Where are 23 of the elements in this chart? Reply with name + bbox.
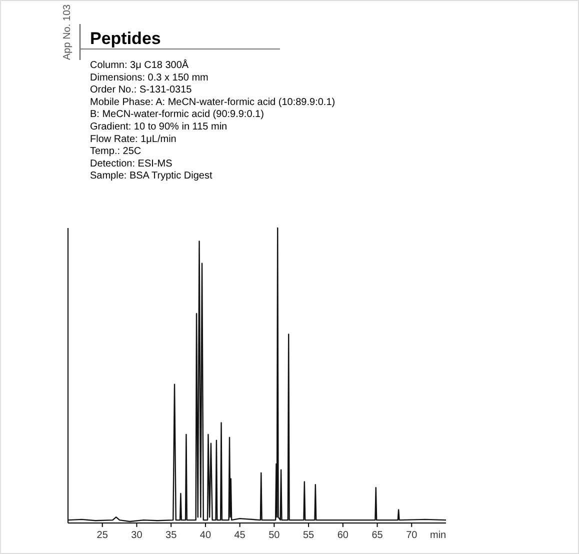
x-tick-label: 50 (268, 530, 280, 541)
x-tick-label: 25 (96, 530, 108, 541)
x-tick-label: 65 (372, 530, 384, 541)
text: Sample: BSA Tryptic Digest (90, 170, 212, 182)
text: Detection: ESI-MS (90, 158, 173, 170)
x-tick-label: 60 (337, 530, 349, 541)
text: Column: 3μ C18 300Å (90, 59, 189, 71)
text: Temp.: 25C (90, 146, 142, 158)
x-tick-label: 35 (166, 530, 178, 541)
text: Dimensions: 0.3 x 150 mm (90, 72, 208, 84)
chart-subtitle: App No. 103 (62, 4, 73, 60)
x-tick-label: 55 (302, 530, 315, 541)
text: Mobile Phase: A: MeCN-water-formic acid (10:89.9:0.1) (90, 96, 336, 108)
x-tick-label: 30 (131, 530, 143, 541)
x-tick-label: 45 (234, 530, 246, 541)
text: Order No.: S-131-0315 (90, 84, 192, 96)
text: Gradient: 10 to 90% in 115 min (90, 122, 228, 132)
x-tick-label: 70 (406, 530, 418, 541)
text: B: MeCN-water-formic acid (90:9.9:0.1) (90, 109, 264, 120)
x-tick-label: 40 (200, 530, 212, 541)
x-axis-title: min (430, 530, 446, 541)
text: Flow Rate: 1μL/min (90, 134, 176, 145)
chart-title: Peptides (90, 29, 161, 48)
